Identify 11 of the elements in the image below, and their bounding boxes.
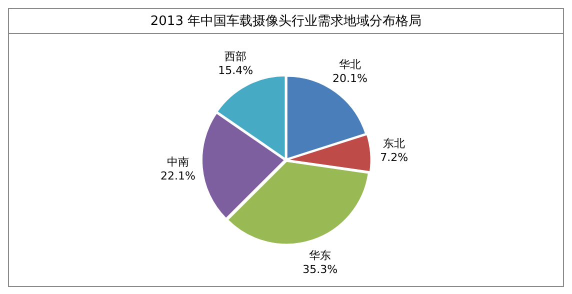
slice-label: 华东 bbox=[309, 248, 332, 262]
slice-label: 东北 bbox=[383, 136, 406, 150]
data-label: 35.3% bbox=[302, 262, 338, 276]
slice-label: 华北 bbox=[338, 58, 361, 72]
slice-label: 中南 bbox=[166, 156, 189, 169]
data-label: 20.1% bbox=[332, 72, 368, 86]
data-label: 22.1% bbox=[160, 170, 196, 183]
data-label: 15.4% bbox=[218, 64, 254, 77]
chart-title: 2013 年中国车载摄像头行业需求地域分布格局 bbox=[9, 9, 563, 34]
data-label: 7.2% bbox=[380, 150, 408, 164]
slice-label: 西部 bbox=[224, 50, 247, 63]
